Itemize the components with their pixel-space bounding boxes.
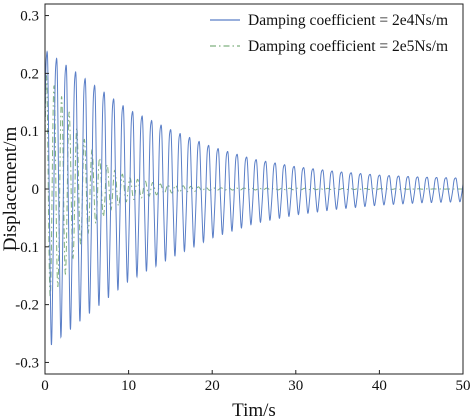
series-layer [44, 50, 464, 346]
y-tick-label: 0.2 [20, 66, 39, 82]
ticks-layer: 0 10 20 30 40 50 -0.3 -0.2 -0.1 0 0.1 0.2 0.3 [15, 9, 470, 394]
x-tick-label: 10 [121, 378, 136, 394]
y-tick-label: 0 [32, 182, 40, 198]
x-tick-label: 50 [456, 378, 471, 394]
series-line-2 [44, 75, 463, 300]
y-axis-title: Displacement/m [0, 127, 21, 252]
series-line-1 [44, 50, 464, 346]
legend-label-series-2: Damping coefficient = 2e5Ns/m [248, 38, 448, 55]
y-tick-label: -0.1 [15, 240, 39, 256]
y-tick-label: 0.1 [20, 124, 39, 140]
y-tick-label: -0.2 [15, 298, 39, 314]
x-tick-label: 40 [372, 378, 387, 394]
x-tick-label: 20 [205, 378, 220, 394]
legend: Damping coefficient = 2e4Ns/m Damping co… [210, 12, 448, 55]
y-tick-label: -0.3 [15, 355, 39, 371]
x-tick-label: 0 [41, 378, 49, 394]
x-axis-title: Tim/s [232, 400, 276, 420]
legend-label-series-1: Damping coefficient = 2e4Ns/m [248, 12, 448, 29]
y-tick-label: 0.3 [20, 9, 39, 25]
x-tick-label: 30 [288, 378, 303, 394]
